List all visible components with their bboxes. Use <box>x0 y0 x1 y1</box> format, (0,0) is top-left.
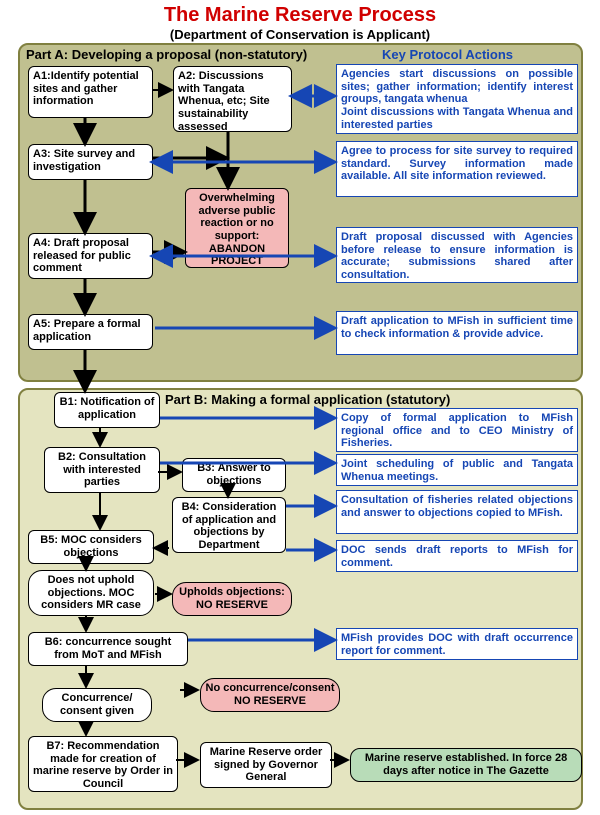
box-a4: A4: Draft proposal released for public c… <box>28 233 153 279</box>
box-b3: B3: Answer to objections <box>182 458 286 492</box>
box-b6b: No concurrence/consent NO RESERVE <box>200 678 340 712</box>
box-abandon: Overwhelming adverse public reaction or … <box>185 188 289 268</box>
box-b6: B6: concurrence sought from MoT and MFis… <box>28 632 188 666</box>
proto-a3: Draft proposal discussed with Agencies b… <box>336 227 578 283</box>
box-a2: A2: Discussions with Tangata Whenua, etc… <box>173 66 292 132</box>
proto-b2: Joint scheduling of public and Tangata W… <box>336 454 578 486</box>
proto-a1-text1: Agencies start discussions on possible s… <box>341 68 573 105</box>
proto-b3: Consultation of fisheries related object… <box>336 490 578 534</box>
page-subtitle: (Department of Conservation is Applicant… <box>0 27 600 42</box>
proto-a1-text2: Joint discussions with Tangata Whenua an… <box>341 106 573 131</box>
proto-a2: Agree to process for site survey to requ… <box>336 141 578 197</box>
box-b7: B7: Recommendation made for creation of … <box>28 736 178 792</box>
page-title: The Marine Reserve Process <box>0 0 600 27</box>
key-protocol-label: Key Protocol Actions <box>382 47 513 62</box>
proto-b5: MFish provides DOC with draft occurrence… <box>336 628 578 660</box>
box-b1: B1: Notification of application <box>54 392 160 428</box>
box-b4: B4: Consideration of application and obj… <box>172 497 286 553</box>
box-b5b: Upholds objections: NO RESERVE <box>172 582 292 616</box>
box-b5: B5: MOC considers objections <box>28 530 154 564</box>
box-a1: A1:Identify potential sites and gather i… <box>28 66 153 118</box>
box-b7b: Marine reserve established. In force 28 … <box>350 748 582 782</box>
proto-b1: Copy of formal application to MFish regi… <box>336 408 578 452</box>
proto-a4: Draft application to MFish in sufficient… <box>336 311 578 355</box>
part-b-label: Part B: Making a formal application (sta… <box>165 392 450 407</box>
box-a3: A3: Site survey and investigation <box>28 144 153 180</box>
page: The Marine Reserve Process (Department o… <box>0 0 600 815</box>
box-b6a: Concurrence/ consent given <box>42 688 152 722</box>
box-b2: B2: Consultation with interested parties <box>44 447 160 493</box>
proto-b4: DOC sends draft reports to MFish for com… <box>336 540 578 572</box>
box-a5: A5: Prepare a formal application <box>28 314 153 350</box>
box-b7a: Marine Reserve order signed by Governor … <box>200 742 332 788</box>
proto-a1: Agencies start discussions on possible s… <box>336 64 578 134</box>
box-b5a: Does not uphold objections. MOC consider… <box>28 570 154 616</box>
part-a-label: Part A: Developing a proposal (non-statu… <box>26 47 307 62</box>
